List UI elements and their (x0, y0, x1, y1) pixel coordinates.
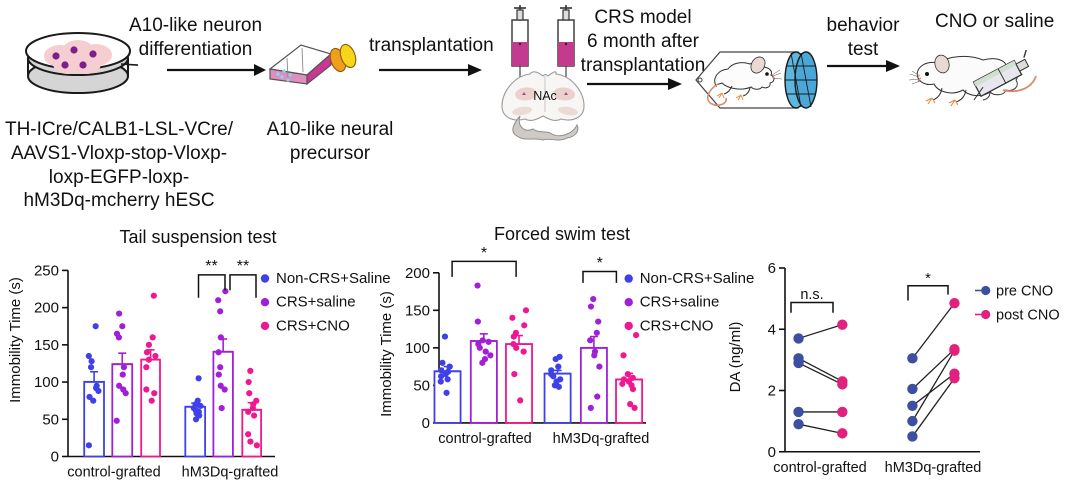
svg-text:pre CNO: pre CNO (996, 283, 1053, 299)
svg-text:250: 250 (34, 262, 59, 279)
svg-text:**: ** (237, 258, 249, 275)
svg-text:**: ** (205, 258, 217, 275)
svg-text:DA (ng/ml): DA (ng/ml) (727, 322, 744, 393)
svg-text:hM3Dq-grafted: hM3Dq-grafted (885, 460, 982, 476)
svg-text:CRS+saline: CRS+saline (640, 294, 720, 311)
svg-text:150: 150 (34, 337, 59, 354)
svg-text:2: 2 (768, 383, 776, 400)
svg-text:100: 100 (405, 340, 430, 357)
svg-text:Immobility Time (s): Immobility Time (s) (378, 291, 395, 417)
svg-text:0: 0 (51, 449, 59, 466)
svg-text:*: * (597, 255, 603, 272)
svg-text:0: 0 (768, 444, 776, 461)
svg-text:Forced swim test: Forced swim test (494, 224, 630, 244)
svg-text:50: 50 (413, 377, 430, 394)
svg-text:150: 150 (405, 302, 430, 319)
svg-text:Non-CRS+Saline: Non-CRS+Saline (640, 270, 755, 287)
svg-text:hM3Dq-grafted: hM3Dq-grafted (182, 465, 279, 481)
svg-text:control-grafted: control-grafted (438, 431, 532, 447)
svg-text:CRS+CNO: CRS+CNO (276, 317, 350, 334)
svg-text:6: 6 (768, 260, 776, 277)
svg-text:control-grafted: control-grafted (67, 465, 161, 481)
svg-text:200: 200 (405, 265, 430, 282)
svg-text:CRS+CNO: CRS+CNO (640, 317, 714, 334)
svg-text:4: 4 (768, 321, 776, 338)
svg-text:n.s.: n.s. (800, 287, 823, 303)
svg-text:*: * (481, 245, 487, 262)
svg-text:0: 0 (422, 415, 430, 432)
svg-text:Immobility Time (s): Immobility Time (s) (7, 277, 24, 403)
svg-text:post CNO: post CNO (996, 307, 1060, 323)
svg-text:50: 50 (42, 411, 59, 428)
svg-text:100: 100 (34, 374, 59, 391)
svg-text:Tail suspension test: Tail suspension test (119, 227, 276, 247)
svg-text:200: 200 (34, 300, 59, 317)
svg-text:hM3Dq-grafted: hM3Dq-grafted (553, 431, 650, 447)
svg-text:CRS+saline: CRS+saline (276, 294, 356, 311)
svg-text:Non-CRS+Saline: Non-CRS+Saline (276, 270, 391, 287)
svg-text:control-grafted: control-grafted (773, 460, 867, 476)
svg-text:*: * (925, 271, 931, 287)
